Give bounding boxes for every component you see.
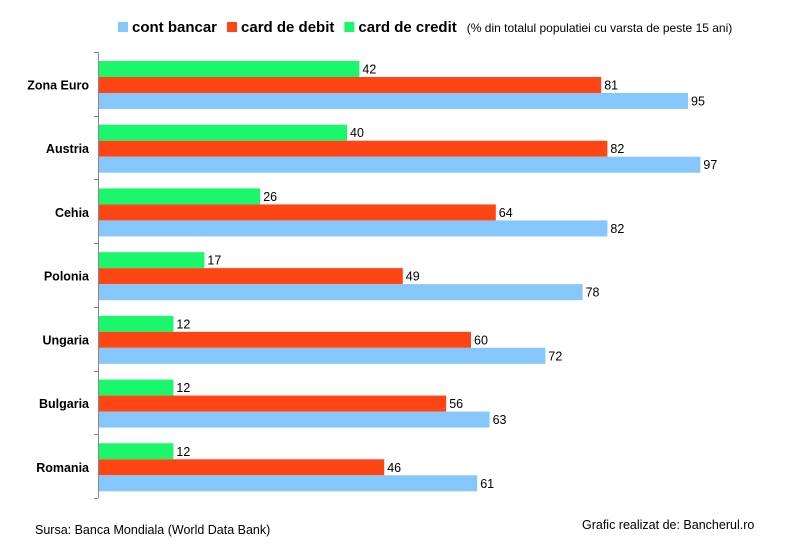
- bar: [99, 347, 546, 364]
- data-label: 82: [610, 142, 624, 156]
- category-label: Austria: [46, 142, 90, 156]
- data-label: 81: [604, 79, 618, 93]
- bar: [99, 315, 174, 332]
- bars: [99, 61, 701, 492]
- data-label: 46: [387, 461, 401, 475]
- legend-label-0: cont bancar: [132, 19, 217, 36]
- data-label: 61: [480, 477, 494, 491]
- category-label: Zona Euro: [27, 79, 89, 93]
- data-label: 82: [610, 222, 624, 236]
- credit-note: Grafic realizat de: Bancherul.ro: [582, 518, 755, 532]
- data-label: 12: [176, 445, 190, 459]
- bar: [99, 156, 701, 173]
- bar: [99, 77, 602, 93]
- data-label: 42: [362, 63, 376, 77]
- legend-swatch-2: [344, 22, 355, 32]
- bar: [99, 93, 688, 109]
- bar: [99, 61, 360, 77]
- bar: [99, 475, 478, 492]
- category-label: Cehia: [55, 206, 90, 220]
- legend-swatch-0: [118, 22, 128, 32]
- bar: [99, 284, 583, 301]
- bar: [99, 220, 608, 237]
- bar: [99, 395, 447, 412]
- bar: [99, 204, 496, 221]
- data-label: 63: [493, 413, 507, 427]
- data-label: 64: [499, 206, 513, 220]
- data-labels: 42 81 95 40 82 97 26 64 82 17 49 78 12 60 72 12 56 63 12 46…: [176, 63, 717, 491]
- data-label: 78: [586, 286, 600, 300]
- legend-label-1: card de debit: [241, 19, 334, 36]
- bar: [99, 268, 403, 285]
- data-label: 40: [350, 126, 364, 140]
- bar: [99, 124, 347, 141]
- source-note: Sursa: Banca Mondiala (World Data Bank): [35, 523, 271, 537]
- bar: [99, 188, 261, 205]
- legend: cont bancar card de debit card de credit (%…: [118, 19, 732, 36]
- bar: [99, 379, 174, 396]
- legend-label-2: card de credit: [358, 19, 456, 36]
- data-label: 26: [263, 190, 277, 204]
- bar: [99, 443, 174, 460]
- legend-note: (% din totalul populatiei cu varsta de p…: [467, 21, 733, 35]
- data-label: 60: [474, 333, 488, 347]
- legend-swatch-1: [227, 22, 238, 32]
- data-label: 17: [207, 254, 221, 268]
- bar: [99, 252, 205, 269]
- data-label: 56: [449, 397, 463, 411]
- bar: [99, 459, 385, 476]
- category-axis: Zona Euro Austria Cehia Polonia Ungaria Bulga…: [27, 52, 99, 499]
- data-label: 95: [691, 95, 705, 109]
- data-label: 12: [176, 381, 190, 395]
- data-label: 72: [548, 349, 562, 363]
- category-label: Bulgaria: [39, 397, 90, 411]
- bar: [99, 411, 490, 428]
- category-label: Romania: [36, 461, 90, 475]
- category-label: Ungaria: [42, 333, 90, 347]
- data-label: 12: [176, 317, 190, 331]
- bar: [99, 331, 471, 348]
- data-label: 97: [703, 158, 717, 172]
- category-label: Polonia: [44, 270, 90, 284]
- bar: [99, 140, 608, 157]
- data-label: 49: [406, 270, 420, 284]
